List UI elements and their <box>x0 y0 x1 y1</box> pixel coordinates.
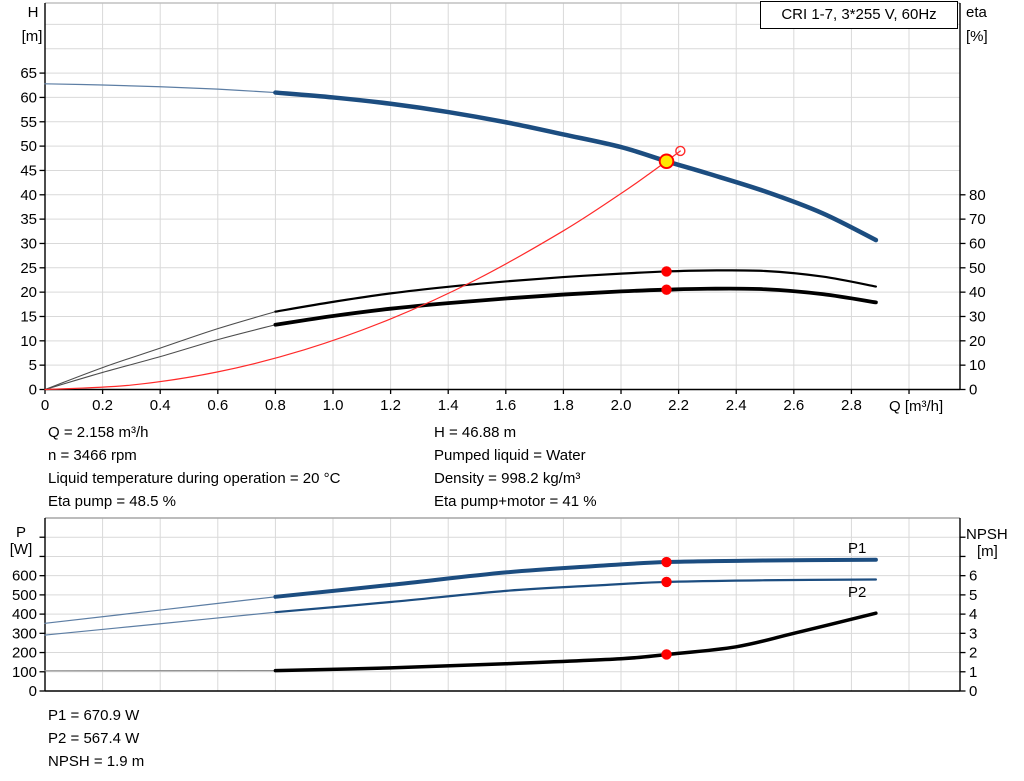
p2-curve-label: P2 <box>848 584 866 601</box>
right-axis-title: [m] <box>977 543 998 560</box>
duty-info-right: H = 46.88 m Pumped liquid = Water Densit… <box>434 421 597 513</box>
p2-curve-thin-segment <box>44 611 277 636</box>
duty-info-line-n: n = 3466 rpm <box>48 447 137 464</box>
x-axis-tick-label: 0.8 <box>265 397 286 414</box>
left-axis-tick-label: 600 <box>12 568 37 585</box>
right-axis-tick-label: 60 <box>969 235 986 252</box>
x-axis-tick-label: 2.8 <box>841 397 862 414</box>
eta-pump-motor-curve-thin-segment <box>44 324 276 391</box>
power-info: P1 = 670.9 W P2 = 567.4 W NPSH = 1.9 m <box>48 704 144 773</box>
right-axis-tick-label: 70 <box>969 211 986 228</box>
left-axis-tick-label: 40 <box>20 187 37 204</box>
left-axis-tick-label: 60 <box>20 89 37 106</box>
head-curve-thin-segment <box>44 83 277 94</box>
eta-pump-curve-thin-segment <box>44 311 276 391</box>
duty-info-line-liquid: Pumped liquid = Water <box>434 447 586 464</box>
right-axis-tick-label: 4 <box>969 606 977 623</box>
left-axis-tick-label: 15 <box>20 308 37 325</box>
right-axis-title: NPSH <box>966 526 1008 543</box>
rated-point-marker <box>675 145 686 157</box>
left-axis-title: [W] <box>10 541 33 558</box>
duty-info-left: Q = 2.158 m³/h n = 3466 rpm Liquid tempe… <box>48 421 340 513</box>
p1-curve-thin-segment <box>44 596 277 624</box>
left-axis-tick-label: 50 <box>20 138 37 155</box>
left-axis-tick-label: 100 <box>12 664 37 681</box>
left-axis-title: H <box>28 4 39 21</box>
x-axis-tick-label: 2.2 <box>668 397 689 414</box>
left-axis-tick-label: 5 <box>29 357 37 374</box>
x-axis-tick-label: 1.8 <box>553 397 574 414</box>
right-axis-tick-label: 80 <box>969 187 986 204</box>
eta-pump-curve <box>274 269 877 313</box>
npsh-duty-dot <box>661 649 672 660</box>
right-axis-tick-label: 50 <box>969 260 986 277</box>
right-axis-title: eta <box>966 4 988 21</box>
x-axis-tick-label: 0.6 <box>207 397 228 414</box>
p2-curve <box>274 578 877 614</box>
p1-curve-label: P1 <box>848 540 866 557</box>
x-axis-tick-label: 1.6 <box>495 397 516 414</box>
npsh-curve <box>273 611 878 673</box>
power-info-line-npsh: NPSH = 1.9 m <box>48 753 145 770</box>
x-axis-tick-label: 1.0 <box>323 397 344 414</box>
right-axis-tick-label: 30 <box>969 308 986 325</box>
x-axis-tick-label: 0 <box>41 397 49 414</box>
left-axis-tick-label: 35 <box>20 211 37 228</box>
x-axis-tick-label: 2.4 <box>726 397 747 414</box>
x-axis-tick-label: 0.2 <box>92 397 113 414</box>
right-axis-tick-label: 40 <box>969 284 986 301</box>
left-axis-tick-label: 400 <box>12 606 37 623</box>
left-axis-tick-label: 55 <box>20 114 37 131</box>
left-axis-tick-label: 0 <box>29 382 37 399</box>
duty-info-line-q: Q = 2.158 m³/h <box>48 424 149 441</box>
duty-info-line-eta-total: Eta pump+motor = 41 % <box>434 493 597 510</box>
p1-duty-dot <box>661 556 672 568</box>
left-axis-tick-label: 20 <box>20 284 37 301</box>
duty-point-marker[interactable] <box>658 153 675 170</box>
pump-model-title: CRI 1-7, 3*255 V, 60Hz <box>760 1 958 29</box>
duty-info-line-h: H = 46.88 m <box>434 424 517 441</box>
left-axis-tick-label: 65 <box>20 65 37 82</box>
right-axis-tick-label: 0 <box>969 683 977 700</box>
left-axis-tick-label: 200 <box>12 645 37 662</box>
duty-info-line-temp: Liquid temperature during operation = 20… <box>48 470 341 487</box>
power-info-line-p1: P1 = 670.9 W <box>48 707 140 724</box>
left-axis-title: P <box>16 524 26 541</box>
x-axis-title: Q [m³/h] <box>889 398 943 415</box>
right-axis-tick-label: 5 <box>969 587 977 604</box>
eta-pump-duty-dot <box>661 266 672 277</box>
x-axis-tick-label: 1.4 <box>438 397 459 414</box>
p2-duty-dot <box>661 576 672 588</box>
right-axis-title: [%] <box>966 28 988 45</box>
x-axis-tick-label: 1.2 <box>380 397 401 414</box>
left-axis-tick-label: 25 <box>20 260 37 277</box>
left-axis-tick-label: 45 <box>20 162 37 179</box>
right-axis-tick-label: 10 <box>969 357 986 374</box>
x-axis-tick-label: 2.0 <box>611 397 632 414</box>
head-curve <box>273 90 879 243</box>
power-info-line-p2: P2 = 567.4 W <box>48 730 140 747</box>
left-axis-tick-label: 500 <box>12 587 37 604</box>
x-axis-tick-label: 2.6 <box>783 397 804 414</box>
duty-info-line-density: Density = 998.2 kg/m³ <box>434 470 581 487</box>
left-axis-tick-label: 0 <box>29 683 37 700</box>
duty-info-line-eta-pump: Eta pump = 48.5 % <box>48 493 176 510</box>
system-curve <box>44 150 681 391</box>
left-axis-tick-label: 10 <box>20 333 37 350</box>
left-axis-tick-label: 30 <box>20 235 37 252</box>
right-axis-tick-label: 3 <box>969 625 977 642</box>
eta-pump-motor-duty-dot <box>661 284 672 295</box>
right-axis-tick-label: 2 <box>969 645 977 662</box>
p1-curve <box>273 557 878 599</box>
left-axis-title: [m] <box>22 28 43 45</box>
right-axis-tick-label: 0 <box>969 382 977 399</box>
eta-pump-motor-curve <box>273 286 878 327</box>
x-axis-tick-label: 0.4 <box>150 397 171 414</box>
right-axis-tick-label: 1 <box>969 664 977 681</box>
left-axis-tick-label: 300 <box>12 625 37 642</box>
right-axis-tick-label: 6 <box>969 568 977 585</box>
right-axis-tick-label: 20 <box>969 333 986 350</box>
